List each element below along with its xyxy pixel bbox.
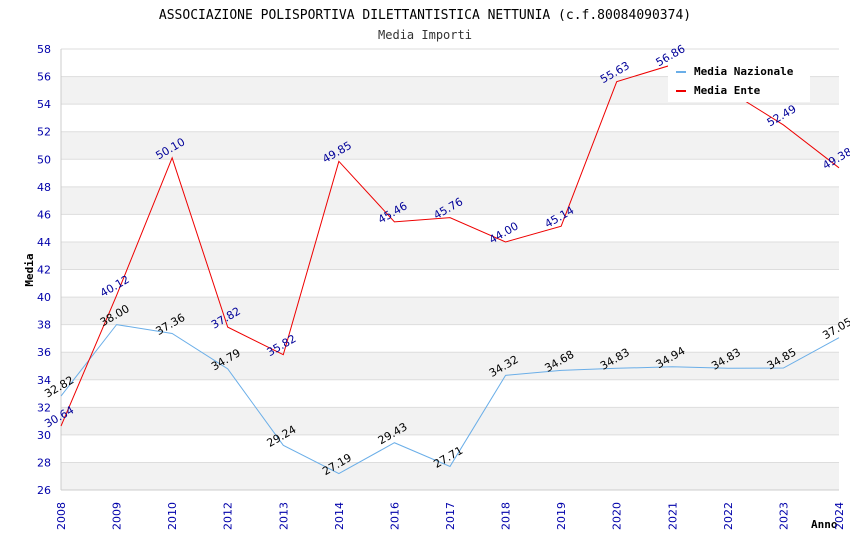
plot-band (61, 104, 839, 132)
x-tick-label: 2012 (222, 502, 235, 530)
y-tick-label: 50 (37, 153, 51, 166)
y-axis-label: Media (23, 253, 36, 286)
x-tick-label: 2017 (444, 502, 457, 530)
plot-band (61, 462, 839, 490)
y-tick-label: 26 (37, 484, 51, 497)
y-tick-label: 34 (37, 374, 51, 387)
plot-band (61, 214, 839, 242)
y-tick-labels: 26 28 30 32 34 36 38 40 42 44 46 48 50 52 54 56 58 (37, 43, 51, 497)
chart-title: ASSOCIAZIONE POLISPORTIVA DILETTANTISTIC… (159, 8, 691, 23)
plot-band (61, 324, 839, 353)
legend: Media Nazionale Media Ente (668, 60, 810, 102)
plot-band (61, 407, 839, 435)
x-tick-label: 2018 (500, 502, 513, 530)
x-tick-label: 2009 (111, 502, 124, 530)
y-tick-label: 48 (37, 181, 51, 194)
x-tick-label: 2023 (777, 502, 790, 530)
y-tick-label: 58 (37, 43, 51, 56)
plot-band (61, 131, 839, 160)
x-tick-label: 2016 (388, 502, 401, 530)
x-tick-labels: 2008 2009 2010 2012 2013 2014 2016 2017 2018 2019… (55, 502, 846, 530)
x-tick-label: 2020 (611, 502, 624, 530)
x-tick-label: 2021 (666, 502, 679, 530)
y-tick-label: 36 (37, 346, 51, 359)
series-line-media-nazionale (60, 324, 840, 475)
y-tick-label: 28 (37, 456, 51, 469)
y-tick-label: 42 (37, 264, 51, 277)
y-tick-label: 38 (37, 319, 51, 332)
legend-box (668, 60, 810, 102)
x-tick-label: 2010 (166, 502, 179, 530)
y-tick-label: 30 (37, 429, 51, 442)
y-tick-label: 52 (37, 126, 51, 139)
x-tick-label: 2019 (555, 502, 568, 530)
y-tick-label: 56 (37, 71, 51, 84)
plot-band (61, 241, 839, 270)
plot-band (61, 297, 839, 325)
plot-band (61, 269, 839, 298)
y-tick-label: 54 (37, 98, 51, 111)
y-tick-label: 32 (37, 401, 51, 414)
plot-band (61, 434, 839, 463)
x-tick-label: 2014 (333, 502, 346, 530)
x-axis-label: Anno (811, 518, 838, 531)
y-tick-label: 40 (37, 291, 51, 304)
plot-band (61, 352, 839, 380)
y-tick-label: 44 (37, 236, 51, 249)
chart-subtitle: Media Importi (378, 28, 472, 42)
y-tick-label: 46 (37, 208, 51, 221)
plot-background (61, 49, 839, 490)
x-tick-label: 2024 (833, 502, 846, 530)
plot-band (61, 159, 839, 187)
legend-entry: Media Nazionale (694, 65, 794, 78)
x-tick-label: 2022 (722, 502, 735, 530)
plot-band (61, 379, 839, 408)
grid-lines (60, 48, 839, 491)
x-tick-label: 2008 (55, 502, 68, 530)
legend-entry: Media Ente (694, 84, 761, 97)
plot-band (61, 186, 839, 215)
x-tick-label: 2013 (277, 502, 290, 530)
